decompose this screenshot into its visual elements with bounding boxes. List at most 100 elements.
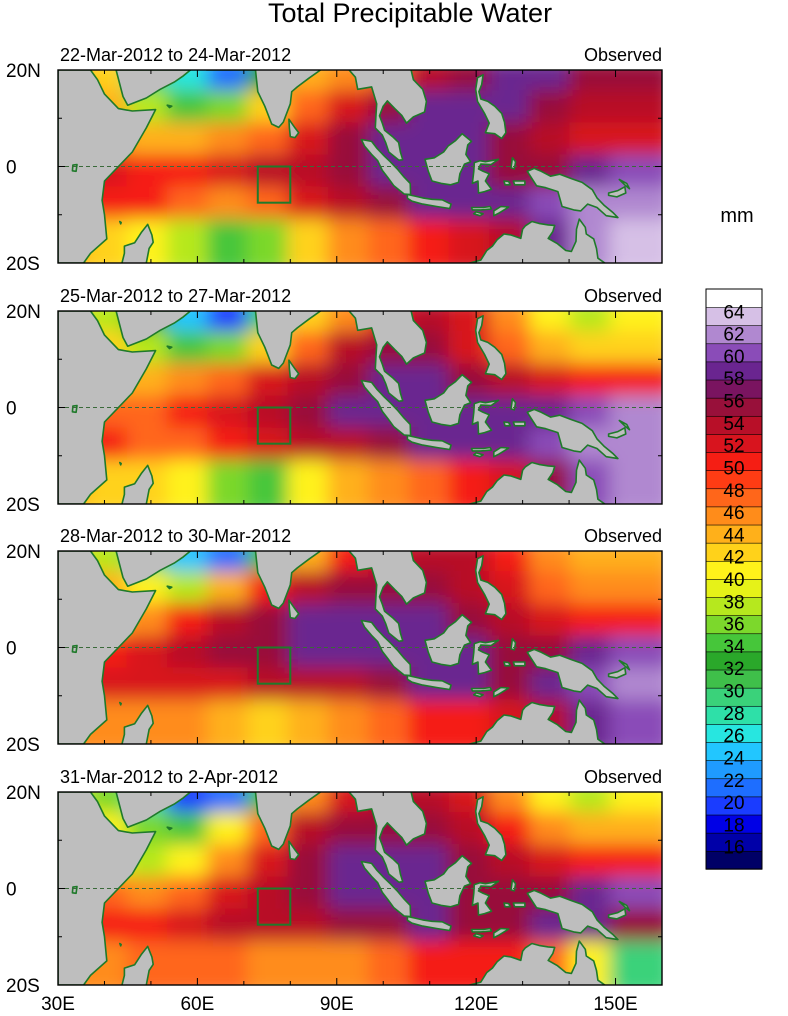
land [526, 408, 619, 460]
land [254, 551, 322, 610]
panel-label: Observed [584, 45, 662, 65]
tpw-cell [609, 218, 662, 263]
land [526, 648, 619, 700]
map-panel-2: 20N 0 20S 25-Mar-2012 to 27-Mar-2012 Observe… [6, 286, 663, 516]
land [474, 796, 507, 862]
land [493, 446, 510, 458]
map-panel-4: 20N 0 20S 31-Mar-2012 to 2-Apr-2012 Observed [6, 767, 663, 997]
lon-tick-label: 30E [41, 994, 75, 1015]
land [473, 452, 484, 458]
map-panel-1: 20N 0 20S 22-Mar-2012 to 24-Mar-2012 Observe… [6, 45, 663, 275]
lon-tick-label: 120E [454, 994, 498, 1015]
land [58, 311, 157, 504]
land [166, 104, 173, 109]
colorbar-tick-label: 44 [723, 525, 745, 546]
land [348, 792, 428, 883]
land [512, 902, 526, 908]
land [71, 885, 78, 895]
land [466, 940, 607, 985]
colorbar-tick-label: 22 [723, 771, 744, 792]
map-panels: 20N 0 20S 22-Mar-2012 to 24-Mar-2012 Observe… [6, 45, 663, 997]
landmasses [58, 311, 631, 504]
lat-tick-label: 0 [6, 639, 17, 660]
land [121, 223, 154, 263]
panel-label: Observed [584, 526, 662, 546]
land [471, 399, 500, 435]
land [254, 70, 322, 129]
land [288, 118, 300, 139]
colorbar-tick-label: 34 [723, 637, 745, 658]
land [288, 599, 300, 620]
land [470, 446, 493, 452]
land [474, 315, 507, 381]
lon-tick-label: 90E [320, 994, 354, 1015]
land [348, 70, 428, 161]
lat-tick-label: 20S [6, 495, 40, 516]
land [473, 211, 484, 217]
colorbar-tick-label: 50 [723, 458, 744, 479]
colorbar-tick-label: 32 [723, 659, 744, 680]
land [512, 180, 526, 186]
lat-tick-label: 20S [6, 254, 40, 275]
colorbar-tick-label: 30 [723, 682, 744, 703]
land [526, 889, 619, 941]
land [406, 915, 452, 932]
land [474, 74, 507, 140]
land [424, 613, 473, 667]
land [119, 942, 122, 947]
colorbar-tick-label: 20 [723, 793, 744, 814]
land [618, 659, 631, 671]
land [254, 792, 322, 851]
panel-label: Observed [584, 767, 662, 787]
lat-tick-label: 0 [6, 399, 17, 420]
land [493, 686, 510, 698]
land [471, 880, 500, 916]
lat-tick-label: 20S [6, 735, 40, 756]
land [406, 193, 452, 210]
colorbar: 1618202224262830323436384042444648505254… [705, 288, 763, 870]
colorbar-tick-label: 28 [723, 704, 744, 725]
tpw-cell [609, 699, 662, 744]
land [473, 692, 484, 698]
land [288, 359, 300, 380]
land [166, 585, 173, 590]
tpw-field [58, 311, 662, 504]
land [503, 421, 511, 427]
land [254, 311, 322, 370]
colorbar-tick-label: 16 [723, 838, 744, 859]
land [470, 686, 493, 692]
colorbar-frame [705, 288, 763, 870]
land [424, 373, 473, 427]
land [466, 699, 607, 744]
figure-title: Total Precipitable Water [268, 0, 552, 28]
land [526, 167, 619, 219]
land [503, 180, 511, 186]
land [607, 427, 627, 439]
colorbar-tick-label: 36 [723, 615, 744, 636]
land [166, 826, 173, 831]
colorbar-tick-label: 40 [723, 570, 744, 591]
land [115, 311, 192, 347]
panel-period: 25-Mar-2012 to 27-Mar-2012 [60, 286, 291, 306]
land [512, 421, 526, 427]
lat-tick-label: 20N [6, 783, 41, 804]
land [493, 205, 510, 217]
averaging-box [256, 406, 292, 445]
panel-period: 31-Mar-2012 to 2-Apr-2012 [60, 767, 278, 787]
lat-tick-label: 0 [6, 158, 17, 179]
lon-tick-label: 150E [593, 994, 637, 1015]
colorbar-units-label: mm [720, 205, 753, 227]
lat-tick-label: 20N [6, 302, 41, 323]
land [607, 667, 627, 679]
landmasses [58, 551, 631, 744]
land [470, 927, 493, 933]
land [115, 70, 192, 106]
colorbar-tick-label: 58 [723, 369, 744, 390]
averaging-box [256, 165, 292, 204]
colorbar-tick-label: 26 [723, 726, 744, 747]
land [166, 345, 173, 350]
land [121, 945, 154, 985]
land [512, 661, 526, 667]
map-panel-3: 20N 0 20S 28-Mar-2012 to 30-Mar-2012 Observe… [6, 526, 663, 756]
